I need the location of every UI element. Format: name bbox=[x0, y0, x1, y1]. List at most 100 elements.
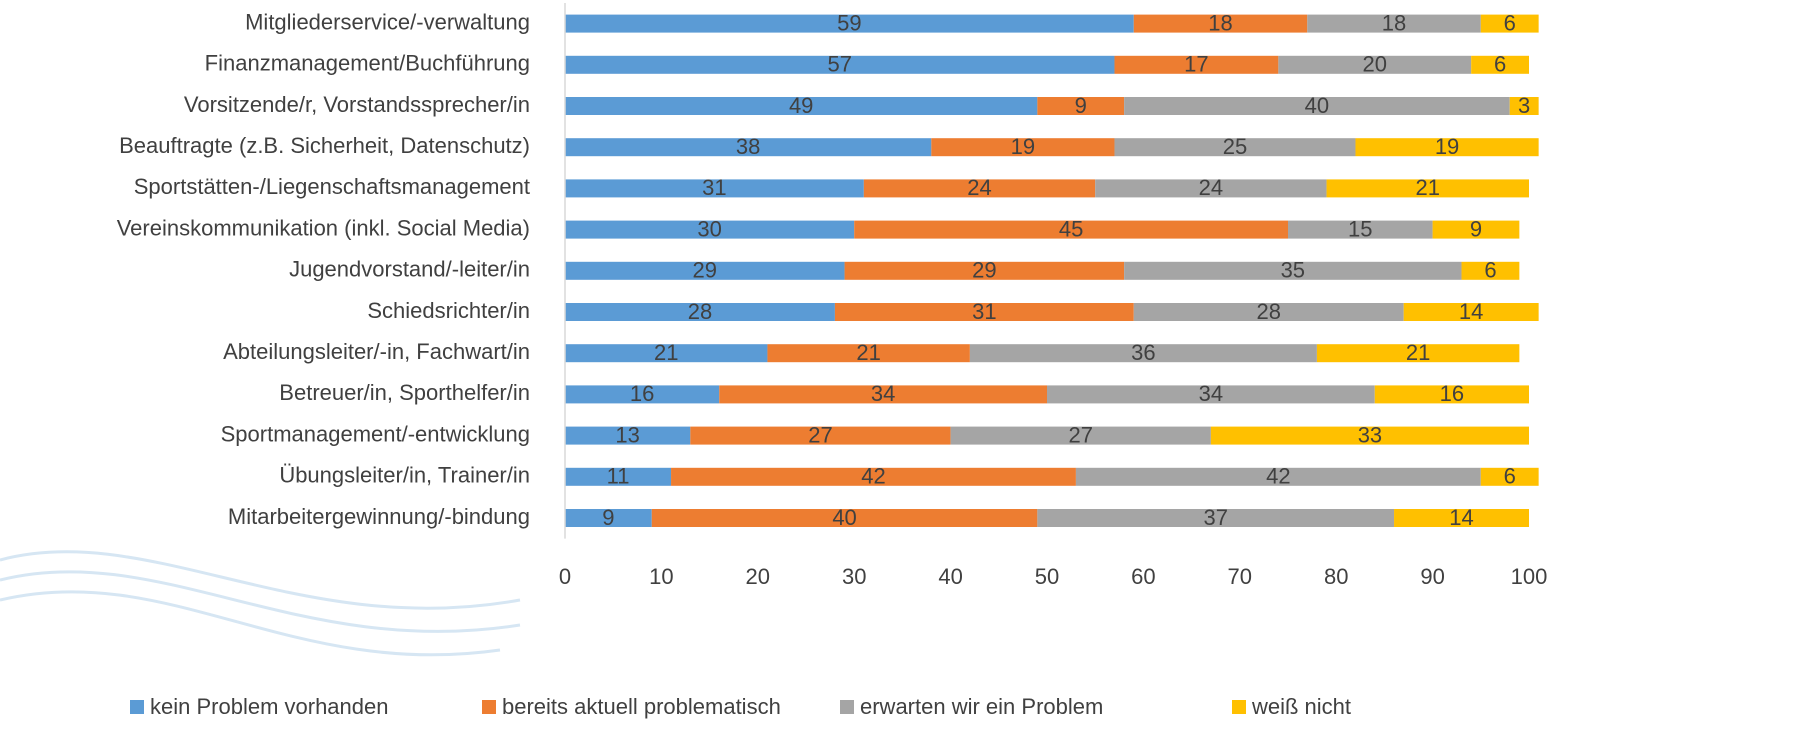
category-label: Übungsleiter/in, Trainer/in bbox=[279, 463, 530, 488]
bar-segment bbox=[863, 179, 1096, 198]
data-label: 27 bbox=[808, 422, 832, 447]
data-label: 42 bbox=[1266, 464, 1290, 489]
bar-segment bbox=[950, 426, 1211, 445]
bar-segment bbox=[1461, 261, 1520, 280]
bar-segment bbox=[1480, 14, 1539, 33]
data-label: 24 bbox=[1199, 175, 1223, 200]
bar-segment bbox=[1394, 509, 1529, 527]
category-label: Vorsitzende/r, Vorstandssprecher/in bbox=[184, 92, 530, 117]
legend-label: kein Problem vorhanden bbox=[150, 694, 388, 719]
x-tick-label: 70 bbox=[1228, 564, 1252, 589]
bar-segment bbox=[767, 344, 970, 363]
data-label: 28 bbox=[688, 299, 712, 324]
bar-segment bbox=[1432, 220, 1520, 239]
bar-segment bbox=[565, 467, 672, 486]
data-label: 6 bbox=[1504, 464, 1516, 489]
legend-swatch bbox=[840, 700, 854, 714]
data-label: 35 bbox=[1281, 258, 1305, 283]
bar-segment bbox=[1037, 97, 1125, 115]
legend-swatch bbox=[130, 700, 144, 714]
bar-segment bbox=[565, 14, 1134, 33]
category-label: Jugendvorstand/-leiter/in bbox=[289, 257, 530, 282]
data-label: 19 bbox=[1435, 134, 1459, 159]
x-tick-label: 10 bbox=[649, 564, 673, 589]
data-label: 57 bbox=[827, 52, 851, 77]
data-label: 29 bbox=[972, 258, 996, 283]
bar-segment bbox=[1047, 385, 1375, 404]
data-label: 11 bbox=[607, 464, 630, 489]
bar-segment bbox=[565, 220, 855, 239]
data-label: 14 bbox=[1459, 299, 1483, 324]
data-label: 6 bbox=[1484, 258, 1496, 283]
bar-segment bbox=[1480, 467, 1539, 486]
bar-segment bbox=[1133, 303, 1404, 321]
bar-segment bbox=[1095, 179, 1327, 198]
x-tick-label: 40 bbox=[938, 564, 962, 589]
category-label: Finanzmanagement/Buchführung bbox=[205, 51, 530, 76]
category-label: Schiedsrichter/in bbox=[367, 298, 530, 323]
bar-segment bbox=[1114, 55, 1279, 74]
legend-label: bereits aktuell problematisch bbox=[502, 694, 781, 719]
category-label: Mitarbeitergewinnung/-bindung bbox=[228, 504, 530, 529]
data-label: 9 bbox=[602, 505, 614, 530]
bar-segment bbox=[1288, 220, 1433, 239]
data-label: 21 bbox=[654, 340, 678, 365]
x-tick-label: 50 bbox=[1035, 564, 1059, 589]
data-label: 30 bbox=[697, 216, 721, 241]
x-tick-label: 0 bbox=[559, 564, 571, 589]
data-label: 15 bbox=[1348, 216, 1372, 241]
data-label: 40 bbox=[1305, 93, 1329, 118]
data-label: 34 bbox=[871, 381, 895, 406]
legend-label: erwarten wir ein Problem bbox=[860, 694, 1103, 719]
bar-segment bbox=[844, 261, 1125, 280]
data-label: 36 bbox=[1131, 340, 1155, 365]
legend-swatch bbox=[482, 700, 496, 714]
bar-segment bbox=[565, 509, 652, 527]
bar-segment bbox=[565, 303, 835, 321]
category-label: Beauftragte (z.B. Sicherheit, Datenschut… bbox=[119, 133, 530, 158]
bar-segment bbox=[565, 426, 691, 445]
data-label: 9 bbox=[1470, 216, 1482, 241]
bar-segment bbox=[1355, 138, 1539, 157]
bar-segment bbox=[854, 220, 1288, 239]
data-label: 17 bbox=[1184, 52, 1208, 77]
bar-segment bbox=[931, 138, 1115, 157]
data-label: 6 bbox=[1494, 52, 1506, 77]
category-label: Sportstätten-/Liegenschaftsmanagement bbox=[134, 174, 530, 199]
data-label: 34 bbox=[1199, 381, 1223, 406]
data-label: 18 bbox=[1382, 10, 1406, 35]
category-label: Sportmanagement/-entwicklung bbox=[221, 421, 530, 446]
bar-segment bbox=[671, 467, 1076, 486]
data-label: 21 bbox=[1406, 340, 1430, 365]
bar-segment bbox=[565, 138, 932, 157]
legend-label: weiß nicht bbox=[1251, 694, 1351, 719]
x-tick-label: 60 bbox=[1131, 564, 1155, 589]
data-label: 21 bbox=[856, 340, 880, 365]
data-label: 33 bbox=[1358, 422, 1382, 447]
data-label: 16 bbox=[1440, 381, 1464, 406]
bar-segment bbox=[1075, 467, 1481, 486]
data-label: 3 bbox=[1518, 93, 1530, 118]
data-label: 49 bbox=[789, 93, 813, 118]
bar-segment bbox=[1278, 55, 1472, 74]
data-label: 29 bbox=[693, 258, 717, 283]
data-label: 38 bbox=[736, 134, 760, 159]
bar-segment bbox=[565, 261, 845, 280]
data-label: 28 bbox=[1256, 299, 1280, 324]
data-label: 24 bbox=[967, 175, 991, 200]
x-tick-label: 90 bbox=[1420, 564, 1444, 589]
data-label: 42 bbox=[861, 464, 885, 489]
category-label: Betreuer/in, Sporthelfer/in bbox=[279, 380, 530, 405]
bar-segment bbox=[834, 303, 1134, 321]
bar-segment bbox=[1210, 426, 1529, 445]
bar-segment bbox=[651, 509, 1038, 527]
data-label: 45 bbox=[1059, 216, 1083, 241]
x-tick-label: 80 bbox=[1324, 564, 1348, 589]
bar-segment bbox=[1374, 385, 1529, 404]
bar-segment bbox=[1114, 138, 1356, 157]
category-label: Abteilungsleiter/-in, Fachwart/in bbox=[223, 339, 530, 364]
bar-segment bbox=[1316, 344, 1520, 363]
data-label: 9 bbox=[1075, 93, 1087, 118]
bar-segment bbox=[719, 385, 1047, 404]
